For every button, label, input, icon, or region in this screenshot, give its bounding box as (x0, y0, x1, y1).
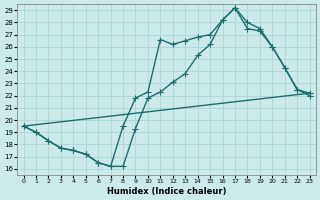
X-axis label: Humidex (Indice chaleur): Humidex (Indice chaleur) (107, 187, 226, 196)
